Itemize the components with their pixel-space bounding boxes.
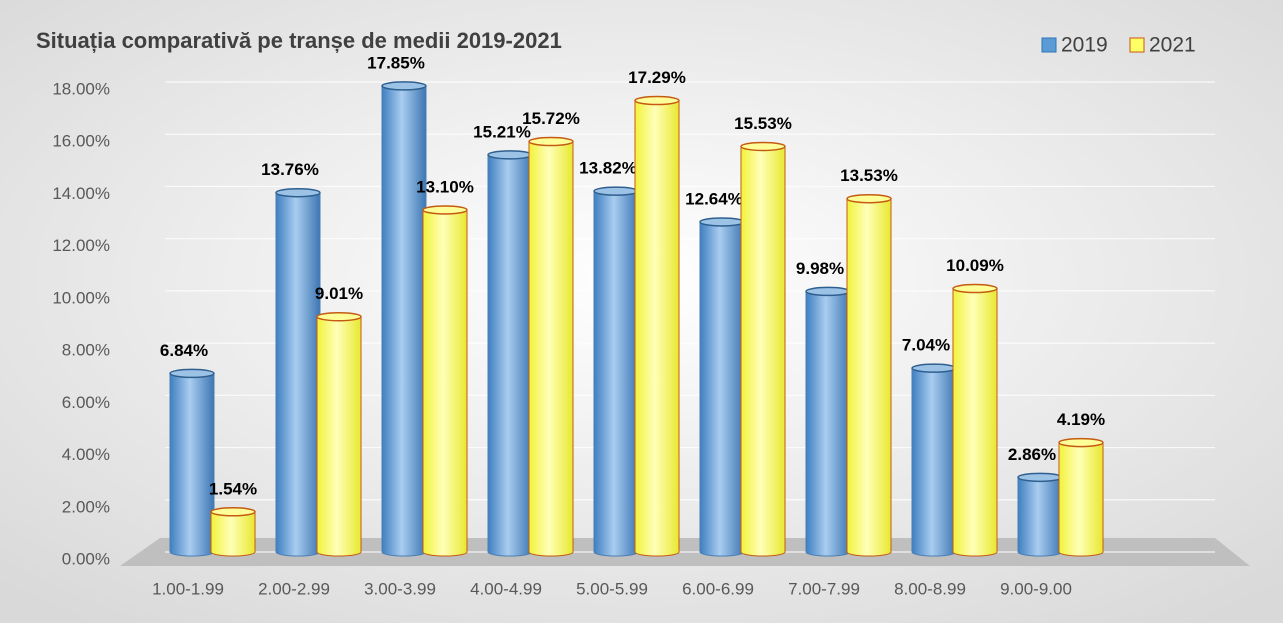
data-label: 17.29% [628,68,686,87]
bar-top [1058,437,1104,448]
bar-top [1017,472,1063,483]
bar [634,100,680,557]
data-label: 13.53% [840,166,898,185]
data-label: 12.64% [685,189,743,208]
bar-top [634,95,680,106]
bar [381,85,427,557]
bar-top [422,205,468,215]
bar-top [528,136,574,147]
plot: 0.00% 2.00% 4.00% 6.00% 8.00% 10.00% 12.00% 14.… [52,34,1215,598]
y-tick-label: 6.00% [62,393,110,412]
data-label: 13.76% [261,160,319,179]
x-tick-label: 6.00-6.99 [682,579,754,598]
y-tick-label: 18.00% [52,79,110,98]
bar [952,288,998,557]
data-label: 15.53% [734,114,792,133]
bar [169,372,215,557]
bar [805,290,851,557]
bar-top [593,186,639,196]
data-label: 10.09% [946,256,1004,275]
x-tick-label: 1.00-1.99 [152,579,224,598]
legend-label: 2019 [1061,34,1108,57]
bar [316,316,362,557]
bar [740,145,786,557]
bar [1058,442,1104,557]
bar [846,198,892,557]
x-tick-label: 4.00-4.99 [470,579,542,598]
bar-top [805,286,851,297]
y-tick-label: 4.00% [62,445,110,464]
bar-top [699,217,745,227]
data-label: 7.04% [902,336,950,355]
data-label: 15.21% [473,122,531,141]
data-label: 2.86% [1008,445,1056,464]
bar [699,221,745,557]
bar [210,511,256,557]
bar-top [169,368,215,379]
x-tick-label: 7.00-7.99 [788,579,860,598]
bar [528,141,574,557]
legend-swatch [1129,37,1145,53]
x-tick-label: 3.00-3.99 [364,579,436,598]
x-tick-label: 8.00-8.99 [894,579,966,598]
legend-swatch [1041,37,1057,53]
data-label: 9.01% [315,284,363,303]
bar-top [316,311,362,322]
data-label: 4.19% [1057,410,1105,429]
bar [422,209,468,557]
data-label: 13.82% [579,159,637,178]
x-tick-label: 2.00-2.99 [258,579,330,598]
y-tick-label: 2.00% [62,497,110,516]
bar-top [911,363,957,373]
bar-top [487,150,533,160]
data-label: 1.54% [209,479,257,498]
bar [593,190,639,557]
data-label: 6.84% [160,341,208,360]
bar-top [381,81,427,91]
x-tick-label: 9.00-9.00 [1000,579,1072,598]
bar-top [846,193,892,204]
y-tick-label: 16.00% [52,132,110,151]
data-label: 13.10% [416,177,474,196]
bar [911,367,957,557]
data-label: 15.72% [522,109,580,128]
chart-title: Situația comparativă pe tranșe de medii … [36,28,562,53]
bar [1017,476,1063,557]
bar [487,154,533,557]
x-tick-label: 5.00-5.99 [576,579,648,598]
y-tick-label: 12.00% [52,236,110,255]
y-tick-label: 10.00% [52,288,110,307]
y-tick-label: 8.00% [62,341,110,360]
bar [275,192,321,557]
data-label: 17.85% [367,53,425,72]
legend-label: 2021 [1149,34,1196,57]
bar-top [952,283,998,294]
data-label: 9.98% [796,259,844,278]
bar-top [275,187,321,198]
y-tick-label: 0.00% [62,549,110,568]
y-tick-label: 14.00% [52,184,110,203]
bar-top [210,507,256,517]
bar-top [740,141,786,152]
